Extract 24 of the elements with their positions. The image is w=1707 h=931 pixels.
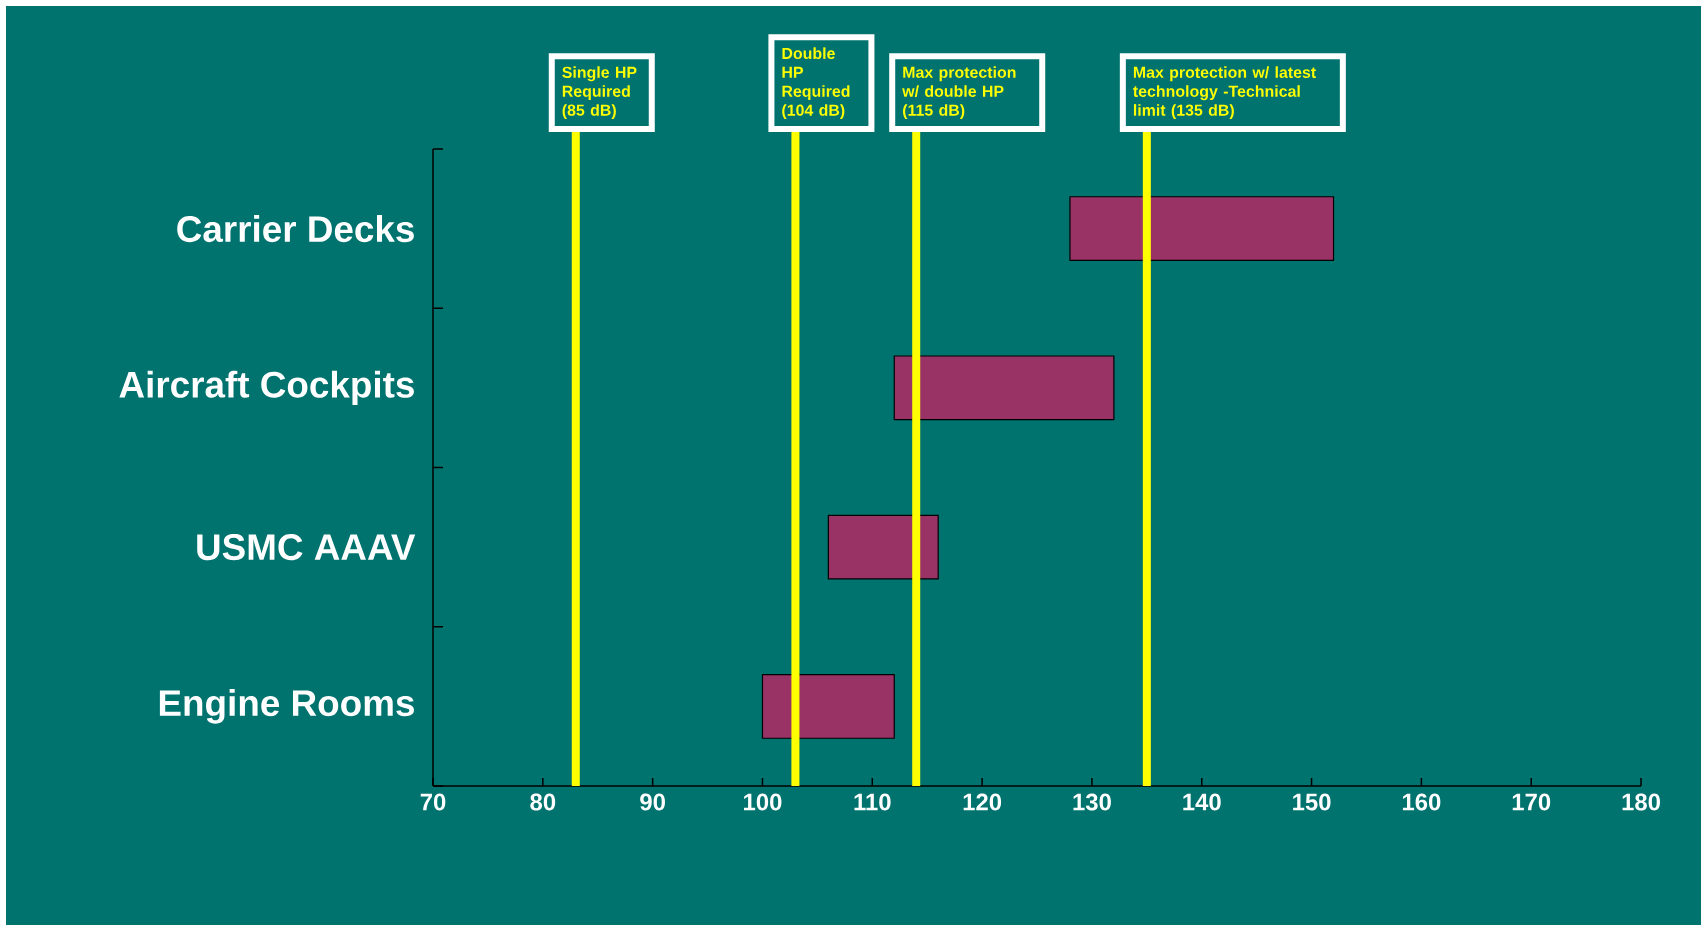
x-tick-label: 110 xyxy=(854,793,891,811)
x-tick-label: 130 xyxy=(1073,793,1111,811)
ref-line-label: Double HP Required (104 dB) xyxy=(782,47,850,119)
y-tick-label: Aircraft Cockpits xyxy=(119,370,414,406)
x-tick-label: 100 xyxy=(744,793,782,811)
ref-line-label: Max protection w/ latest technology -Technical limit (135 dB) xyxy=(1133,66,1316,119)
x-tick-label: 140 xyxy=(1183,793,1221,811)
bar xyxy=(1069,196,1335,262)
bar xyxy=(761,673,895,739)
x-tick-label: 160 xyxy=(1402,793,1441,811)
bar xyxy=(827,514,939,580)
x-tick-label: 170 xyxy=(1512,793,1551,811)
ref-line-label: Max protection w/ double HP (115 dB) xyxy=(902,66,1016,119)
x-tick-label: 180 xyxy=(1622,793,1660,811)
bar xyxy=(893,355,1115,421)
ref-line-label: Single HP Required (85 dB) xyxy=(562,66,637,119)
x-tick-label: 120 xyxy=(963,793,1002,811)
x-tick-label: 90 xyxy=(640,793,665,811)
x-tick-label: 80 xyxy=(530,793,556,811)
y-tick-label: Engine Rooms xyxy=(159,689,414,724)
x-tick-label: 70 xyxy=(420,793,446,811)
y-tick-label: Carrier Decks xyxy=(177,215,414,243)
y-tick-label: USMC AAAV xyxy=(197,534,416,561)
x-tick-label: 150 xyxy=(1293,793,1331,811)
